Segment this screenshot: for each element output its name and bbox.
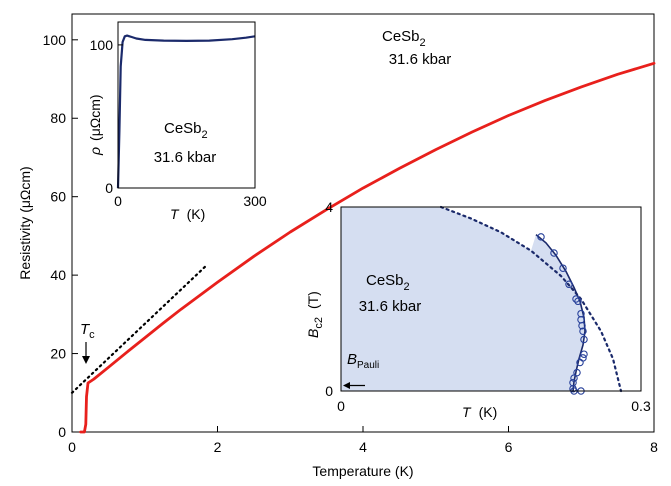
y-tick-label: 40 [50, 267, 66, 283]
svg-text:CeSb2: CeSb2 [366, 272, 410, 293]
x-tick-label: 4 [359, 439, 367, 455]
inset-critical-field-ticks: 0 0.3 0 4 [325, 199, 651, 414]
bc2-data-point [580, 350, 588, 358]
bc2-data-point [574, 297, 582, 306]
main-series [70, 61, 656, 434]
bc2-data-point [580, 335, 588, 344]
main-y-axis-label: Resistivity (μΩcm) [17, 166, 33, 279]
y-tick-label: 0 [325, 383, 333, 399]
inset-resistivity-ticks: 0 300 0 100 [90, 37, 267, 209]
x-tick-label: 0 [337, 398, 345, 414]
x-tick-label: 8 [650, 439, 658, 455]
main-x-axis-label: Temperature (K) [312, 463, 413, 479]
inset-resistivity-background [118, 22, 255, 188]
tc-label: T [80, 321, 91, 338]
pauli-arrow-head [343, 381, 350, 389]
inset-resistivity-compound-subscript: 2 [202, 129, 208, 141]
pauli-subscript: Pauli [357, 360, 379, 371]
inset-critical-field-pressure: 31.6 kbar [359, 298, 422, 315]
bc2-data-point [570, 374, 578, 382]
pauli-marker: BPauli [343, 351, 379, 389]
inset-resistivity-x-unit: (K) [187, 206, 206, 222]
bc2-data-point [578, 321, 586, 330]
y-tick-label: 80 [50, 110, 66, 126]
inset-critical-field-x-symbol: T [462, 404, 472, 420]
inset-resistivity-x-label: T (K) [170, 206, 205, 222]
rho-unit: (μΩcm) [87, 94, 103, 141]
bc2-data-point [573, 368, 581, 377]
y-tick-label: 20 [50, 346, 66, 362]
inset-critical-field-x-label: T (K) [462, 404, 497, 420]
inset-critical-field-dotted-curve [439, 205, 623, 393]
y-tick-label: 100 [43, 32, 67, 48]
bc2-unit: (T) [305, 291, 321, 309]
inset-critical-field-y-label: Bc2 (T) [305, 291, 325, 338]
inset-resistivity-compound: CeSb [164, 120, 202, 137]
inset-resistivity-series [116, 34, 256, 189]
y-tick-label: 100 [90, 37, 114, 53]
inset-resistivity-curve [116, 34, 256, 189]
main-pressure-label: 31.6 kbar [389, 51, 452, 68]
bc2-symbol: B [305, 329, 321, 338]
pauli-symbol: B [347, 351, 357, 368]
svg-text:CeSb2: CeSb2 [164, 120, 208, 141]
inset-critical-field: 0 0.304 Bc2(T) T (K) CeSb2 31.6 kbar BPaul… [305, 199, 651, 420]
y-tick-label: 60 [50, 189, 66, 205]
svg-text:Tc: Tc [80, 321, 95, 341]
inset-critical-field-compound-subscript: 2 [404, 281, 410, 293]
x-tick-label: 300 [243, 193, 267, 209]
main-resistivity-curve [79, 61, 656, 434]
tc-marker: Tc [80, 321, 95, 364]
svg-text:CeSb2: CeSb2 [382, 28, 426, 49]
bc2-data-point [576, 358, 584, 367]
bc2-data-point [559, 264, 567, 272]
inset-resistivity-x-symbol: T [170, 206, 180, 222]
rho-symbol: ρ [87, 147, 103, 156]
inset-critical-field-annotation: CeSb2 31.6 kbar [359, 272, 422, 315]
svg-text:BPauli: BPauli [347, 351, 379, 371]
y-tick-label: 0 [58, 424, 66, 440]
bc2-data-point [572, 295, 580, 303]
inset-critical-field-frame [340, 206, 642, 392]
main-dotted-fit-line [70, 264, 208, 394]
x-tick-label: 2 [214, 439, 222, 455]
inset-resistivity-pressure: 31.6 kbar [154, 149, 217, 166]
inset-resistivity-frame [117, 21, 256, 189]
main-compound-subscript: 2 [420, 37, 426, 49]
bc2-data-point [550, 249, 558, 257]
x-tick-label: 6 [505, 439, 513, 455]
bc2-data-point [579, 327, 587, 335]
inset-resistivity-y-label: ρ (μΩcm) [87, 94, 103, 156]
y-tick-label: 0 [105, 180, 113, 196]
bc2-subscript: c2 [313, 317, 325, 329]
main-compound-name: CeSb [382, 28, 420, 45]
inset-resistivity: 0 300 0 100 ρ (μΩcm) T (K) CeSb2 31.6 kbar [87, 21, 267, 222]
x-tick-label: 0 [68, 439, 76, 455]
inset-critical-field-compound: CeSb [366, 272, 404, 289]
x-tick-label: 0.3 [631, 398, 651, 414]
tc-subscript: c [89, 329, 95, 341]
inset-resistivity-annotation: CeSb2 31.6 kbar [154, 120, 217, 166]
y-tick-label: 4 [325, 199, 333, 215]
bc2-data-point [565, 280, 573, 289]
bc2-data-point [537, 233, 545, 241]
tc-arrow-head [82, 356, 90, 364]
main-compound-annotation: CeSb2 31.6 kbar [382, 28, 451, 68]
inset-critical-field-x-unit: (K) [479, 404, 498, 420]
x-tick-label: 0 [114, 193, 122, 209]
inset-critical-field-shaded-region [341, 207, 585, 391]
